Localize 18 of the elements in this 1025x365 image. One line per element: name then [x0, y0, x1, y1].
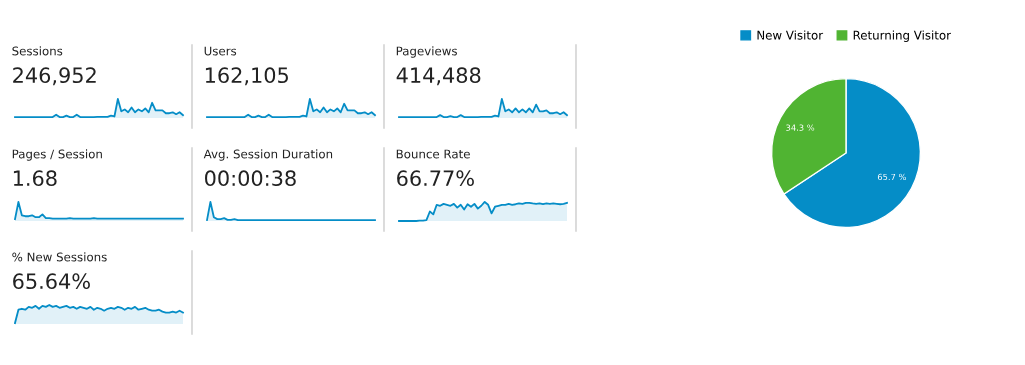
data-label: 65.7 %: [877, 173, 906, 181]
chart-subtitle: 1.68: [13, 170, 57, 187]
chart-subtitle: 00:00:38: [205, 170, 296, 187]
chart-subtitle: 162,105: [205, 67, 288, 86]
chart-title: Pages / Session: [12, 149, 102, 161]
chart-subtitle: 66.77%: [397, 170, 474, 187]
data-label: 34.3 %: [786, 124, 815, 131]
chart-subtitle: 414,488: [396, 67, 481, 86]
chart-title: % New Sessions: [12, 252, 107, 262]
chart-subtitle: 65.64%: [13, 273, 90, 290]
chart-title: Pageviews: [396, 46, 457, 58]
chart-title: Bounce Rate: [396, 149, 470, 159]
legend-label: Returning Visitor: [853, 30, 951, 42]
chart-title: Sessions: [12, 46, 63, 56]
chart-title: Avg. Session Duration: [203, 149, 333, 161]
chart-title: Users: [204, 46, 237, 56]
chart-subtitle: 246,952: [13, 67, 96, 86]
legend-label: New Visitor: [757, 30, 824, 40]
